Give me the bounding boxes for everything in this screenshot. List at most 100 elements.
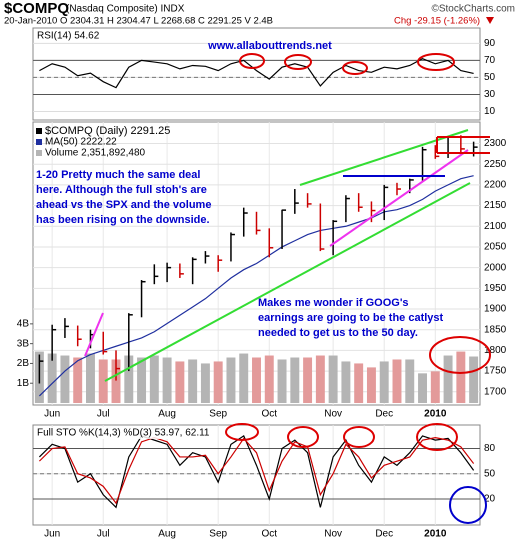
volume-bar [213, 361, 223, 404]
legend-swatch [36, 139, 42, 145]
change: Chg -29.15 (-1.26%) [394, 16, 480, 27]
y2-tick-label: 2B [17, 358, 30, 369]
highlight [342, 61, 368, 75]
drawings [84, 53, 491, 524]
volume-bar [149, 355, 159, 404]
volume-bar [418, 373, 427, 404]
legend-entry: Volume 2,351,892,480 [45, 148, 146, 159]
y-tick-label: 10 [484, 106, 496, 117]
y-tick-label: 2300 [484, 138, 507, 149]
highlight [417, 53, 455, 71]
volume-bar [290, 357, 300, 404]
y-tick-label: 30 [484, 89, 496, 100]
annotation: 1-20 Pretty much the same deal [36, 169, 200, 181]
x-tick-label: Jun [44, 409, 60, 420]
x-tick-label: Jul [97, 529, 110, 540]
y-tick-label: 1700 [484, 386, 507, 397]
x-tick-label: Aug [158, 529, 176, 540]
x-tick-label: Jul [97, 409, 110, 420]
volume-bar [469, 356, 479, 404]
legend-swatch [36, 150, 42, 156]
series-line [38, 435, 475, 509]
annotation: ahead vs the SPX and the volume [36, 199, 211, 211]
highlight [429, 336, 491, 374]
x-tick-label: Dec [375, 409, 393, 420]
volume-bar [252, 357, 261, 404]
volume-bar [200, 363, 210, 404]
volume-bar [137, 357, 147, 404]
down-arrow [486, 17, 494, 24]
highlight [343, 426, 375, 448]
volume-bar [405, 359, 415, 404]
highlight [225, 423, 259, 441]
highlight [239, 53, 265, 69]
x-tick-label: Jun [44, 529, 60, 540]
volume-bar [277, 359, 287, 404]
highlight [416, 423, 458, 451]
series-line [38, 175, 474, 397]
y-tick-label: 80 [484, 443, 496, 454]
y-tick-label: 2000 [484, 262, 507, 273]
x-tick-label: Nov [324, 409, 342, 420]
panel-label: Full STO %K(14,3) %D(3) 53.97, 62.11 [37, 428, 210, 439]
volume-bar [328, 355, 338, 404]
series-line [38, 436, 475, 505]
y-tick-label: 1850 [484, 324, 507, 335]
x-tick-label: Aug [158, 409, 176, 420]
y-tick-label: 2200 [484, 180, 507, 191]
symbol-name: (Nasdaq Composite) INDX [66, 4, 185, 15]
volume-bar [341, 361, 351, 404]
y-tick-label: 1900 [484, 304, 507, 315]
y2-tick-label: 1B [17, 378, 30, 389]
x-tick-label: Sep [209, 529, 227, 540]
x-tick-label: Dec [375, 529, 393, 540]
volume-bar [430, 371, 440, 404]
volume-bar [392, 359, 402, 404]
x-tick-label: 2010 [424, 409, 447, 420]
x-tick-label: Oct [261, 409, 277, 420]
volume-bar [47, 353, 57, 404]
y-tick-label: 50 [484, 468, 496, 479]
legend-entry: MA(50) 2222.22 [45, 137, 117, 148]
y-tick-label: 2100 [484, 221, 507, 232]
y-tick-label: 20 [484, 494, 496, 505]
volume-bar [315, 355, 325, 404]
volume-bar [188, 359, 198, 404]
y-tick-label: 1750 [484, 366, 507, 377]
legend-entry: $COMPQ (Daily) 2291.25 [45, 125, 170, 137]
volume-bar [162, 357, 172, 404]
volume-bar [303, 357, 313, 404]
trend-line [84, 312, 104, 357]
volume-bar [443, 355, 453, 404]
symbol: $COMPQ [4, 0, 69, 17]
highlight [287, 426, 319, 448]
y-tick-label: 50 [484, 72, 496, 83]
volume-bar [354, 363, 364, 404]
x-tick-label: Oct [261, 529, 277, 540]
volume-bar [86, 353, 95, 404]
series-line [39, 58, 474, 89]
y-tick-label: 2150 [484, 200, 507, 211]
volume-bar [175, 361, 185, 404]
annotation: has been rising on the downside. [36, 214, 210, 226]
volume-bar [124, 355, 134, 404]
quote: 20-Jan-2010 O 2304.31 H 2304.47 L 2268.6… [4, 16, 273, 27]
x-tick-label: 2010 [424, 529, 447, 540]
y-tick-label: 70 [484, 55, 496, 66]
volume-bar [111, 359, 121, 404]
y-tick-label: 1950 [484, 283, 507, 294]
annotation: here. Although the full stoh's are [36, 184, 207, 196]
sto-panel [32, 424, 481, 526]
annotation: earnings are going to be the catlyst [258, 312, 444, 324]
volume-bar [366, 367, 376, 404]
volume-bar [98, 359, 108, 404]
y2-tick-label: 3B [17, 338, 30, 349]
volume-bar [226, 357, 236, 404]
label-bg [35, 30, 175, 42]
x-tick-label: Sep [209, 409, 227, 420]
annotation: Makes me wonder if GOOG's [258, 297, 409, 309]
trend-line [299, 129, 469, 186]
trend-line [329, 149, 469, 247]
annotation: www.allabouttrends.net [207, 40, 332, 52]
volume-bar [239, 353, 249, 404]
